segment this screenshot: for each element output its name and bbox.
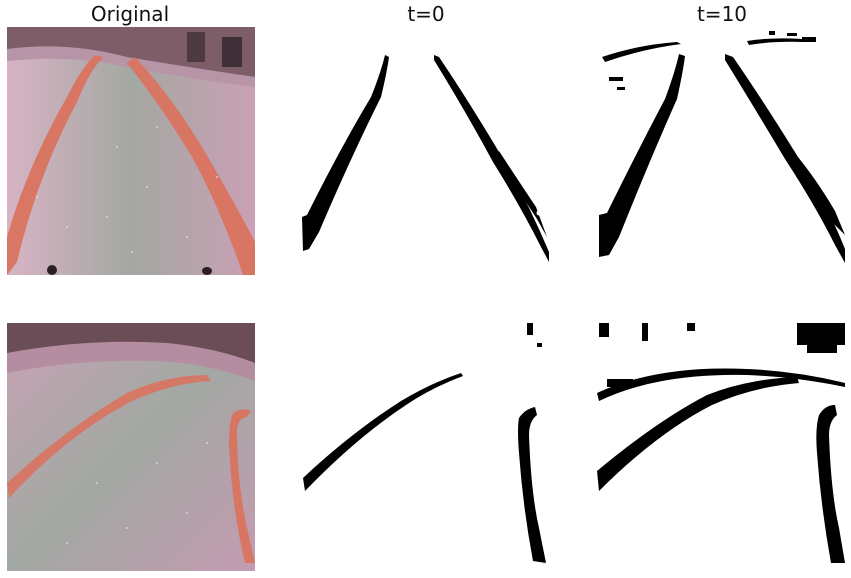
mask-t10-row1 bbox=[597, 27, 845, 275]
original-image-row2 bbox=[7, 323, 255, 571]
original-image-row1 bbox=[7, 27, 255, 275]
mask-t0-row2 bbox=[301, 323, 549, 571]
mask-t10-row2 bbox=[597, 323, 845, 571]
title-original: Original bbox=[90, 2, 170, 26]
title-t10: t=10 bbox=[696, 2, 748, 26]
mask-t0-row1 bbox=[301, 27, 549, 275]
title-t0: t=0 bbox=[407, 2, 445, 26]
